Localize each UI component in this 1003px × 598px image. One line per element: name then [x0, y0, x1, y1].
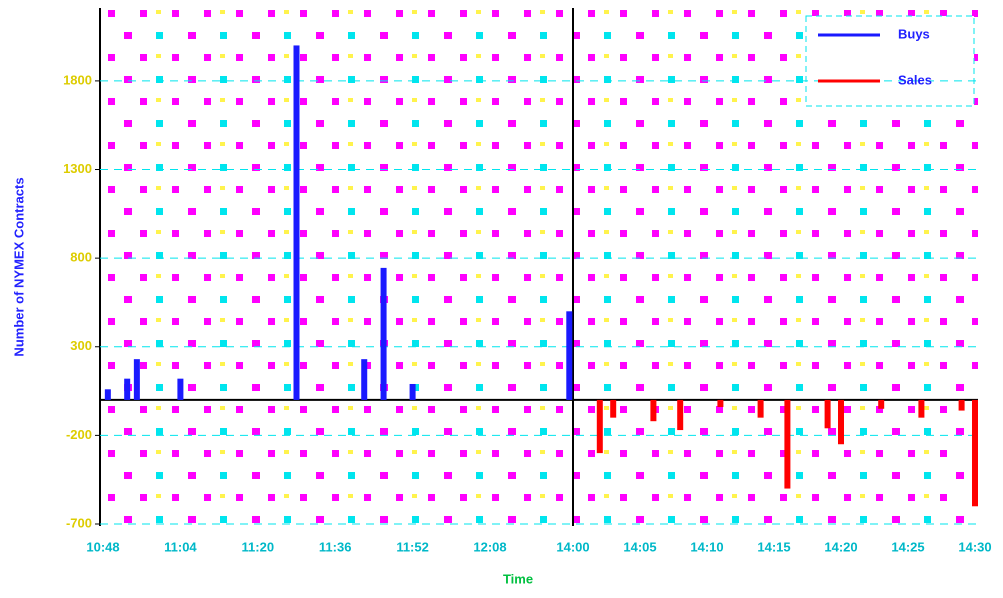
bar: [972, 399, 978, 507]
bar: [293, 45, 300, 400]
bar: [838, 399, 844, 445]
x-tick-label: 14:15: [757, 539, 790, 554]
bar: [677, 399, 684, 431]
y-tick-label: -200: [66, 427, 92, 442]
bar: [124, 378, 131, 400]
bar: [784, 399, 791, 489]
y-tick-label: 1300: [63, 161, 92, 176]
x-tick-label: 14:00: [556, 539, 589, 554]
legend-label: Buys: [898, 26, 930, 41]
x-tick-label: 11:04: [164, 539, 197, 554]
bar: [596, 399, 603, 454]
bar: [409, 383, 416, 400]
x-tick-label: 14:10: [690, 539, 723, 554]
bar: [824, 399, 831, 429]
bar: [878, 399, 885, 409]
bar: [566, 311, 573, 400]
legend-box: [805, 15, 975, 107]
legend-label: Sales: [898, 72, 932, 87]
bar: [104, 389, 111, 400]
bar: [610, 399, 617, 418]
bar: [650, 399, 657, 422]
x-tick-label: 14:30: [958, 539, 991, 554]
bar: [717, 399, 724, 408]
x-tick-label: 11:20: [242, 539, 275, 554]
x-tick-label: 14:05: [623, 539, 656, 554]
bar: [177, 378, 184, 400]
x-tick-label: 10:48: [86, 539, 119, 554]
bar: [757, 399, 764, 418]
bar: [380, 267, 387, 400]
x-tick-label: 11:52: [396, 539, 429, 554]
y-tick-label: 300: [70, 338, 92, 353]
x-tick-label: 11:36: [319, 539, 352, 554]
x-tick-label: 14:25: [891, 539, 924, 554]
x-tick-label: 12:08: [473, 539, 506, 554]
y-tick-label: -700: [66, 515, 92, 530]
bar: [958, 399, 965, 411]
bar: [918, 399, 925, 418]
x-tick-label: 14:20: [824, 539, 857, 554]
bar: [361, 359, 368, 400]
y-tick-label: 1800: [63, 72, 92, 87]
y-tick-label: 800: [70, 250, 92, 265]
y-axis-title: Number of NYMEX Contracts: [11, 177, 26, 356]
bar: [133, 359, 140, 400]
x-axis-title: Time: [503, 571, 533, 586]
